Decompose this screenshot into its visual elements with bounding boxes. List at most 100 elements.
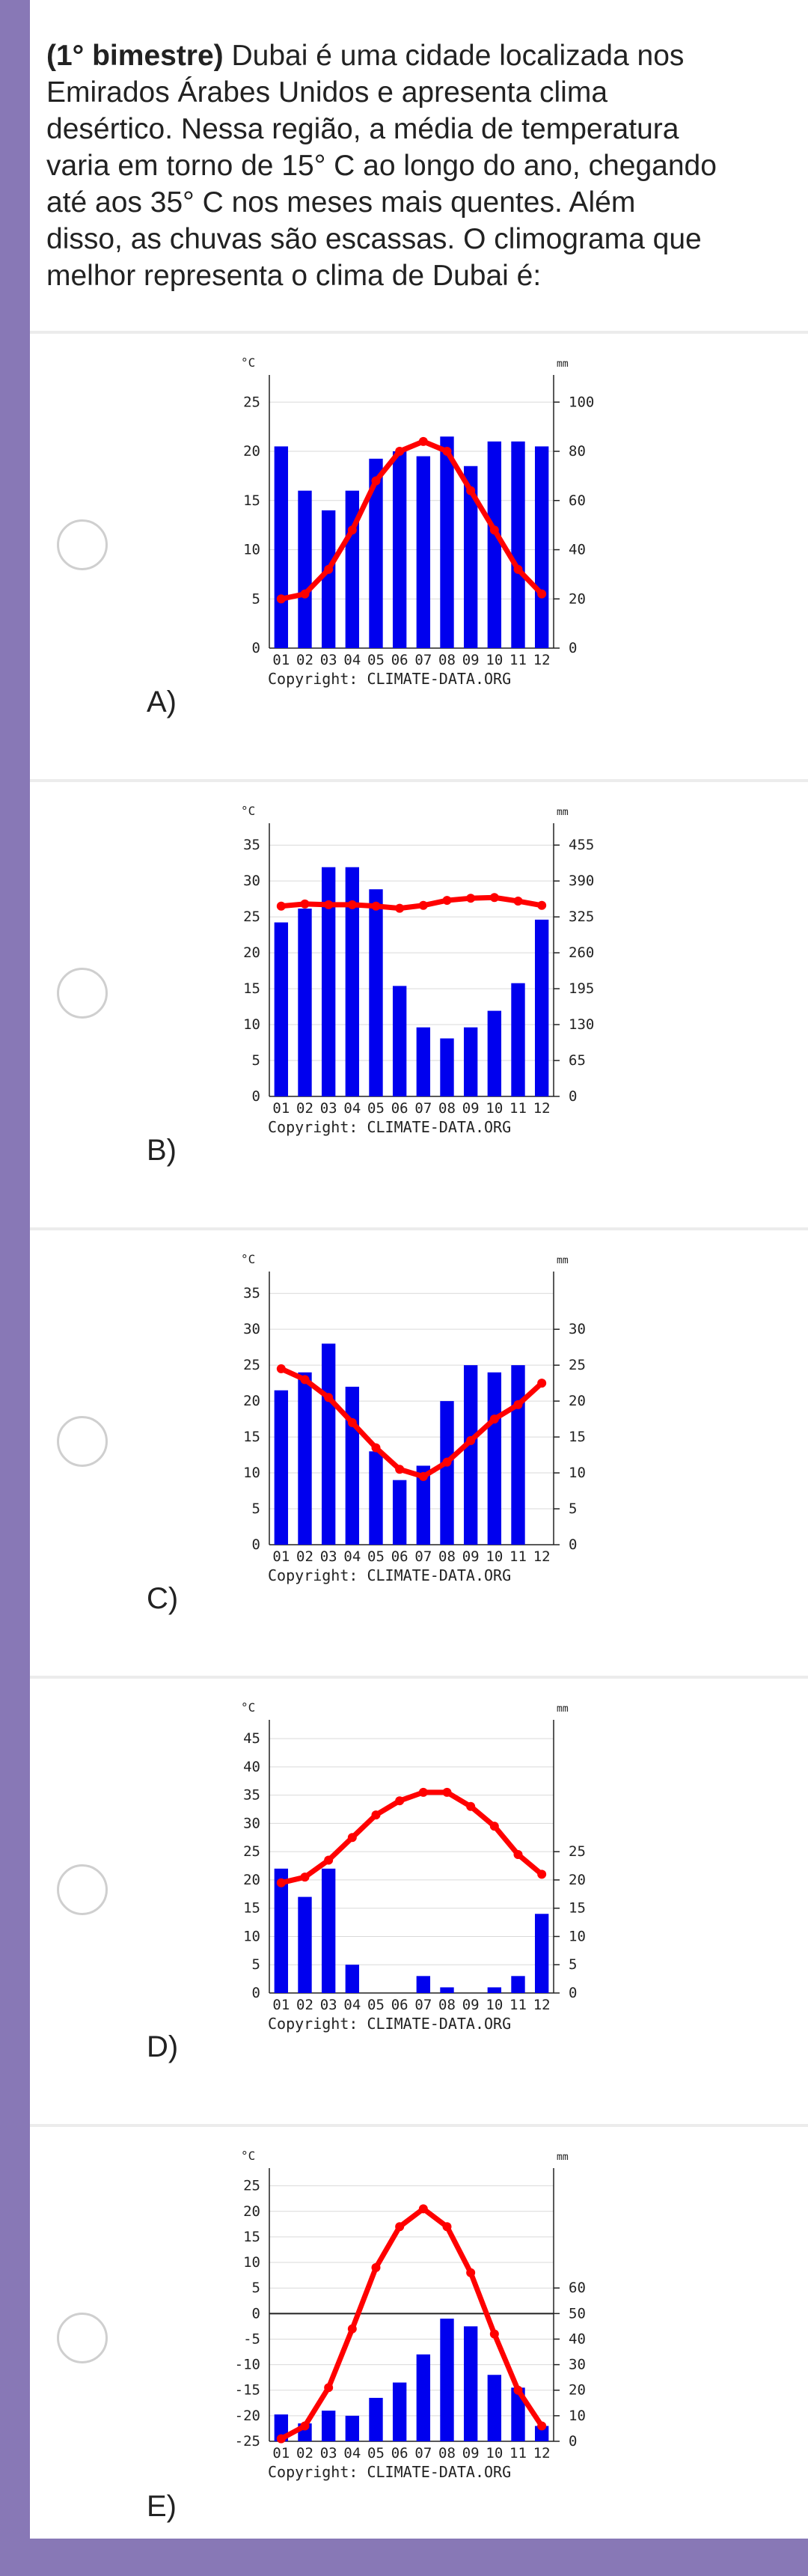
right-tick-label: 15 <box>569 1900 586 1917</box>
precip-bar <box>392 986 407 1096</box>
right-tick-label: 100 <box>569 394 594 410</box>
temperature-point <box>442 896 452 906</box>
right-tick-label: 80 <box>569 443 586 460</box>
month-label: 05 <box>367 2445 385 2461</box>
right-tick-label: 10 <box>569 2408 586 2424</box>
right-tick-label: 30 <box>569 1321 586 1337</box>
left-tick-label: 0 <box>252 1088 260 1105</box>
month-label: 11 <box>509 2445 527 2461</box>
precip-bar <box>511 441 525 648</box>
precip-bar <box>369 2397 383 2441</box>
temperature-point <box>537 2421 547 2431</box>
month-label: 03 <box>320 1548 337 1565</box>
temperature-point <box>347 525 357 535</box>
month-label: 04 <box>343 1548 361 1565</box>
temperature-point <box>324 900 334 909</box>
temperature-point <box>371 476 381 486</box>
precip-bar <box>463 466 478 648</box>
option-b[interactable]: B) °C mm 35 30 25 20 15 10 5 0 455 390 325 260 195 130 6… <box>30 782 808 1227</box>
left-tick-label: 10 <box>243 2254 260 2271</box>
precip-bar <box>440 2319 454 2441</box>
left-axis-unit: °C <box>241 1700 255 1715</box>
option-label-d: D) <box>147 2030 179 2063</box>
month-label: 05 <box>367 1100 385 1117</box>
left-tick-label: 20 <box>243 2203 260 2220</box>
left-tick-label: 5 <box>252 2280 260 2296</box>
precip-bar <box>534 446 549 648</box>
divider <box>30 779 808 782</box>
temperature-point <box>442 1457 452 1467</box>
radio-option-b[interactable] <box>57 968 108 1019</box>
temperature-point <box>466 2268 476 2277</box>
left-tick-label: 5 <box>252 1956 260 1973</box>
precip-bar <box>534 919 549 1096</box>
temperature-point <box>371 901 381 911</box>
left-tick-label: 40 <box>243 1759 260 1775</box>
option-a[interactable]: A) °C mm 25 20 15 10 5 0 100 80 60 40 20 0 01 02 03 04 05 0… <box>30 334 808 779</box>
right-tick-label: 50 <box>569 2305 586 2322</box>
precip-bar <box>534 1914 549 1993</box>
month-label: 06 <box>391 1997 408 2013</box>
precip-bar <box>487 2375 502 2441</box>
precip-bar <box>416 2354 431 2441</box>
temperature-point <box>324 1393 334 1403</box>
radio-option-e[interactable] <box>57 2313 108 2363</box>
option-label-e: E) <box>147 2490 177 2523</box>
climograph-a: °C mm 25 20 15 10 5 0 100 80 60 40 20 0 01 02 03 04 05 06 07… <box>172 334 636 783</box>
precip-bar <box>369 1451 383 1545</box>
temperature-point <box>324 2383 334 2393</box>
option-e[interactable]: E) °C mm 25 20 15 10 5 0 -5 -10 -15 -20 -25 60 50 40 30 2… <box>30 2127 808 2539</box>
option-d[interactable]: D) °C mm 45 40 35 30 25 20 15 10 5 0 25 20 15 10 5 0 01 02 0… <box>30 1679 808 2124</box>
precip-bar <box>440 1401 454 1545</box>
month-label: 05 <box>367 1548 385 1565</box>
precip-bar <box>392 1480 407 1545</box>
temperature-point <box>418 1787 428 1797</box>
precip-bar <box>321 867 336 1096</box>
radio-option-d[interactable] <box>57 1864 108 1915</box>
precip-bar <box>487 1987 502 1993</box>
left-tick-label: 0 <box>252 1985 260 2001</box>
month-label: 01 <box>272 2445 290 2461</box>
temperature-point <box>347 900 357 909</box>
month-label: 07 <box>414 1100 432 1117</box>
month-label: 01 <box>272 652 290 668</box>
left-tick-label: 30 <box>243 1321 260 1337</box>
temperature-point <box>300 2421 310 2431</box>
precip-bar <box>511 1365 525 1545</box>
temperature-point <box>347 1833 357 1843</box>
right-tick-label: 5 <box>569 1501 577 1517</box>
month-label: 06 <box>391 2445 408 2461</box>
temperature-point <box>489 893 499 903</box>
left-tick-label: 5 <box>252 1052 260 1069</box>
month-label: 11 <box>509 652 527 668</box>
left-tick-label: 15 <box>243 492 260 509</box>
left-tick-label: 15 <box>243 1429 260 1445</box>
month-label: 08 <box>438 1548 456 1565</box>
temperature-point <box>489 2329 499 2339</box>
right-tick-label: 25 <box>569 1843 586 1860</box>
month-label: 04 <box>343 1997 361 2013</box>
precip-bar <box>345 2415 360 2441</box>
climograph-b: °C mm 35 30 25 20 15 10 5 0 455 390 325 260 195 130 65 0 0… <box>172 782 636 1231</box>
temperature-point <box>489 525 499 535</box>
temperature-line <box>280 1366 544 1480</box>
month-label: 12 <box>533 1997 551 2013</box>
right-tick-label: 0 <box>569 2433 577 2450</box>
precip-bar <box>321 1343 336 1545</box>
left-tick-label: 5 <box>252 1501 260 1517</box>
precip-bar <box>298 490 312 648</box>
precip-bar <box>321 510 336 648</box>
radio-option-a[interactable] <box>57 519 108 570</box>
left-tick-label: -10 <box>235 2357 260 2373</box>
precip-bar <box>487 441 502 648</box>
option-c[interactable]: C) °C mm 35 30 25 20 15 10 5 0 30 25 20 15 10 5 0 01 02 03 0… <box>30 1230 808 1676</box>
left-tick-label: 25 <box>243 394 260 410</box>
copyright-label: Copyright: CLIMATE-DATA.ORG <box>268 1118 511 1136</box>
right-tick-label: 130 <box>569 1016 594 1033</box>
month-label: 10 <box>486 2445 503 2461</box>
temperature-point <box>347 1417 357 1427</box>
divider <box>30 1227 808 1230</box>
temperature-line <box>280 2206 545 2441</box>
left-tick-label: 45 <box>243 1730 260 1747</box>
radio-option-c[interactable] <box>57 1416 108 1467</box>
